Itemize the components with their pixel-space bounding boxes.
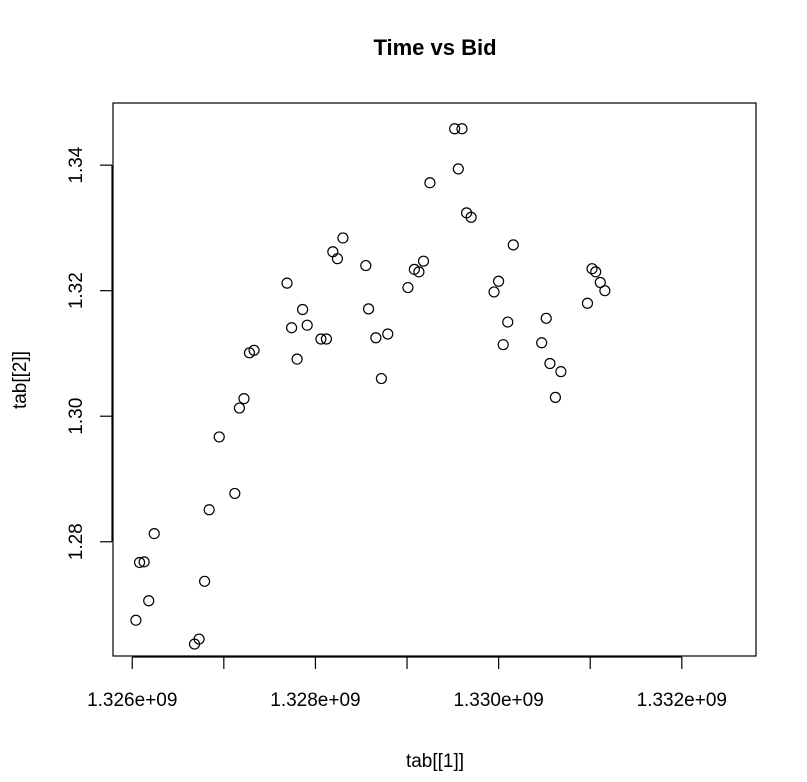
data-point (502, 316, 514, 328)
y-axis: 1.28 1.30 1.32 1.34 (66, 146, 113, 560)
data-point (193, 633, 205, 645)
data-point (331, 253, 344, 265)
data-point (130, 614, 142, 626)
x-tick-label: 1.326e+09 (87, 690, 177, 711)
data-point (229, 487, 241, 500)
data-point (138, 556, 150, 568)
y-tick-label: 1.32 (66, 272, 87, 309)
data-point (493, 275, 505, 287)
data-point (198, 575, 211, 587)
data-point (488, 286, 500, 298)
data-point (555, 366, 567, 378)
data-point (327, 246, 339, 258)
data-point (536, 337, 548, 349)
x-axis: 1.326e+09 1.328e+09 1.330e+09 1.332e+09 (87, 656, 727, 711)
data-point (540, 312, 552, 324)
data-point (320, 333, 333, 345)
x-tick-label: 1.328e+09 (270, 690, 360, 711)
data-point (248, 344, 260, 356)
data-point (452, 163, 464, 175)
data-point (233, 402, 246, 414)
data-point (291, 353, 303, 365)
data-point (402, 281, 414, 294)
x-axis-label: tab[[1]] (406, 751, 464, 772)
data-point (301, 319, 313, 331)
y-tick-label: 1.28 (66, 523, 87, 560)
data-point (581, 297, 594, 309)
data-point (599, 285, 611, 297)
data-point (456, 123, 468, 135)
x-tick-label: 1.330e+09 (453, 690, 543, 711)
data-point (315, 333, 327, 345)
data-point (203, 504, 215, 516)
data-point (465, 211, 477, 223)
data-point (413, 266, 425, 278)
chart-title: Time vs Bid (373, 35, 496, 60)
data-point (382, 328, 394, 340)
data-point (586, 263, 598, 275)
data-point (286, 322, 298, 334)
data-point (507, 239, 519, 251)
data-point (362, 303, 375, 315)
data-point (424, 177, 436, 189)
data-point (544, 357, 556, 370)
y-tick-label: 1.30 (66, 398, 87, 435)
data-point (549, 391, 562, 403)
data-point (281, 277, 293, 289)
y-tick-label: 1.34 (66, 146, 87, 183)
data-point (148, 527, 160, 540)
data-point (497, 339, 509, 351)
data-points (130, 123, 611, 650)
data-point (133, 556, 146, 569)
y-axis-label: tab[[2]] (10, 351, 31, 409)
data-point (360, 259, 372, 272)
data-point (238, 393, 250, 405)
data-point (370, 332, 382, 344)
data-point (297, 303, 309, 316)
plot-box (112, 102, 757, 657)
data-point (449, 123, 461, 135)
data-point (143, 595, 155, 607)
data-point (375, 372, 387, 385)
x-tick-label: 1.332e+09 (637, 690, 727, 711)
data-point (590, 266, 602, 278)
data-point (417, 255, 430, 267)
data-point (337, 232, 349, 244)
data-point (213, 431, 225, 443)
